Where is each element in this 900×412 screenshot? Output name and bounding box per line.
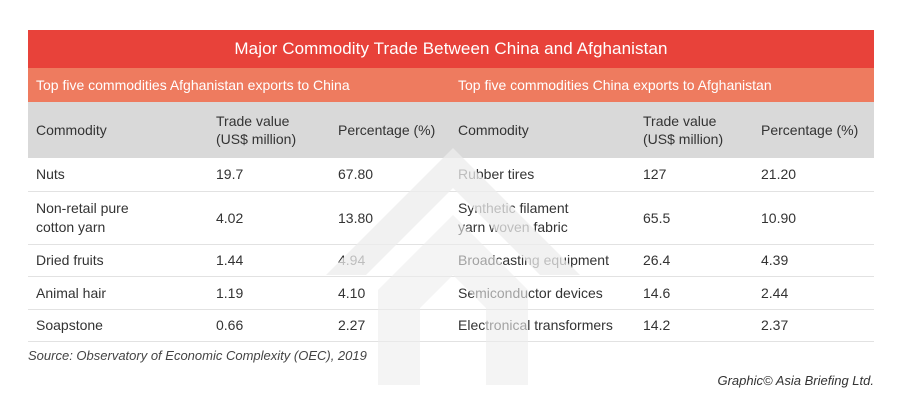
afg-commodity: Nuts <box>28 158 208 192</box>
header-percentage-right: Percentage (%) <box>753 102 874 158</box>
chn-trade-value: 14.2 <box>635 309 753 342</box>
header-commodity-left: Commodity <box>28 102 208 158</box>
afg-percentage: 2.27 <box>330 309 450 342</box>
afg-commodity: Dried fruits <box>28 244 208 277</box>
afg-percentage: 4.94 <box>330 244 450 277</box>
chn-commodity: Broadcasting equipment <box>450 244 635 277</box>
table-row: Dried fruits 1.44 4.94 Broadcasting equi… <box>28 244 874 277</box>
graphic-credit: Graphic© Asia Briefing Ltd. <box>717 373 874 388</box>
chn-percentage: 2.37 <box>753 309 874 342</box>
right-section-title: Top five commodities China exports to Af… <box>458 77 772 93</box>
afg-trade-value: 19.7 <box>208 158 330 192</box>
header-commodity-right: Commodity <box>450 102 635 158</box>
chn-trade-value: 65.5 <box>635 191 753 245</box>
table-row: Nuts 19.7 67.80 Rubber tires 127 21.20 <box>28 158 874 192</box>
chn-commodity: Synthetic filament yarn woven fabric <box>450 191 635 245</box>
chn-percentage: 4.39 <box>753 244 874 277</box>
table-row: Soapstone 0.66 2.27 Electronical transfo… <box>28 309 874 342</box>
chn-trade-value: 26.4 <box>635 244 753 277</box>
section-titles: Top five commodities Afghanistan exports… <box>28 68 874 102</box>
header-row: Commodity Trade value (US$ million) Perce… <box>28 102 874 158</box>
afg-trade-value: 1.19 <box>208 276 330 310</box>
table-row: Non-retail pure cotton yarn 4.02 13.80 Sy… <box>28 191 874 245</box>
chn-commodity: Semiconductor devices <box>450 276 635 310</box>
afg-percentage: 67.80 <box>330 158 450 192</box>
chn-commodity: Electronical transformers <box>450 309 635 342</box>
afg-trade-value: 4.02 <box>208 191 330 245</box>
chn-percentage: 10.90 <box>753 191 874 245</box>
chn-trade-value: 127 <box>635 158 753 192</box>
header-trade-value-left: Trade value (US$ million) <box>208 102 330 158</box>
afg-commodity: Non-retail pure cotton yarn <box>28 191 208 245</box>
afg-commodity: Animal hair <box>28 276 208 310</box>
commodity-table: Commodity Trade value (US$ million) Perce… <box>28 102 874 342</box>
header-trade-value-right: Trade value (US$ million) <box>635 102 753 158</box>
afg-percentage: 4.10 <box>330 276 450 310</box>
afg-trade-value: 1.44 <box>208 244 330 277</box>
afg-commodity: Soapstone <box>28 309 208 342</box>
main-title-text: Major Commodity Trade Between China and … <box>234 39 668 58</box>
left-section-title: Top five commodities Afghanistan exports… <box>36 77 350 93</box>
chn-percentage: 2.44 <box>753 276 874 310</box>
main-title: Major Commodity Trade Between China and … <box>28 30 874 68</box>
trade-table-graphic: Major Commodity Trade Between China and … <box>28 30 874 342</box>
chn-percentage: 21.20 <box>753 158 874 192</box>
afg-trade-value: 0.66 <box>208 309 330 342</box>
table-row: Animal hair 1.19 4.10 Semiconductor devi… <box>28 276 874 310</box>
source-note: Source: Observatory of Economic Complexi… <box>28 348 367 363</box>
chn-trade-value: 14.6 <box>635 276 753 310</box>
afg-percentage: 13.80 <box>330 191 450 245</box>
header-percentage-left: Percentage (%) <box>330 102 450 158</box>
chn-commodity: Rubber tires <box>450 158 635 192</box>
